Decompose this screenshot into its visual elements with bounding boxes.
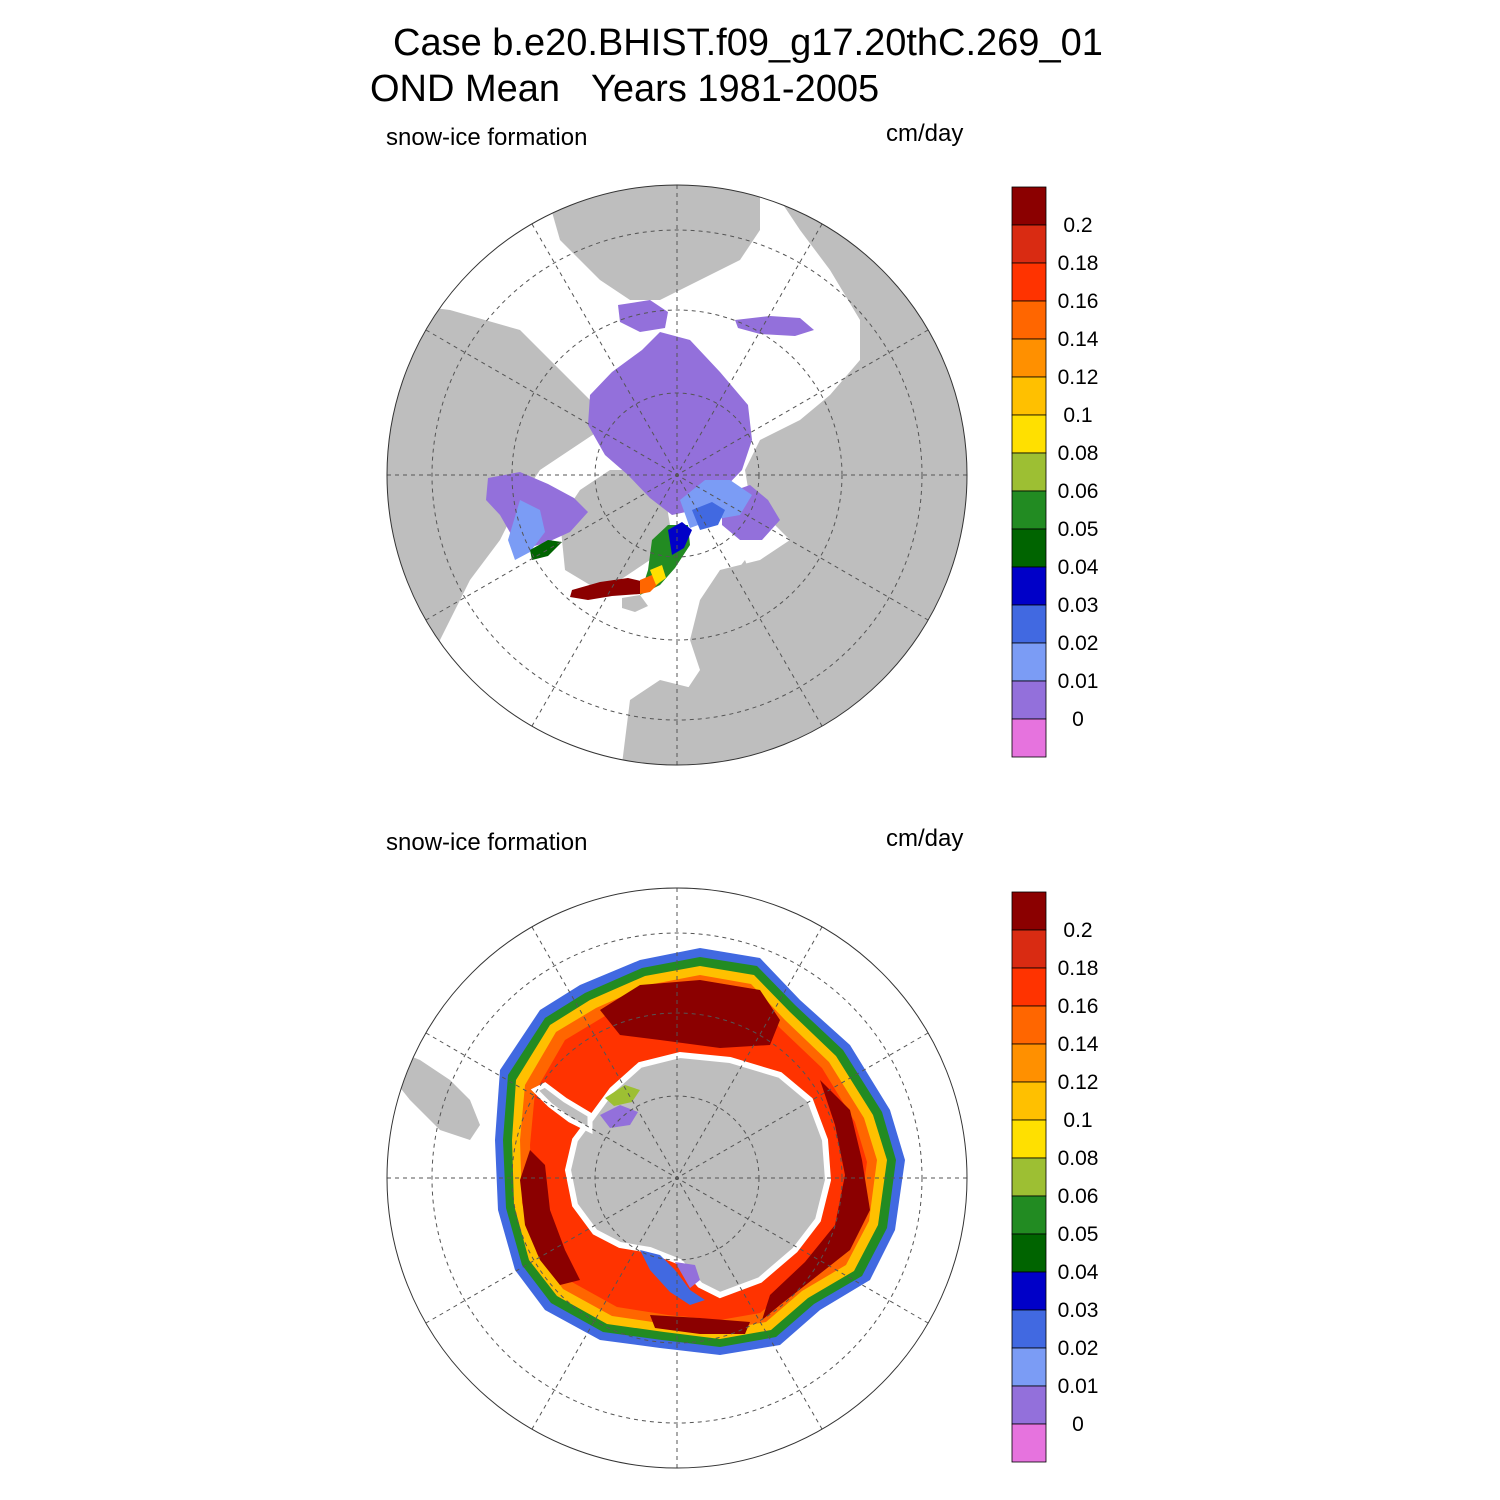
nh-left-label: snow-ice formation (386, 124, 588, 151)
sh-colorbar-tick-label: 0 (1072, 1413, 1084, 1436)
sh-field-ross-purple (675, 1262, 700, 1288)
nh-field-labrador-lightblue (508, 500, 545, 560)
sh-colorbar-box (1011, 1157, 1047, 1197)
sh-colorbar-box (1011, 929, 1047, 969)
nh-land-iceland (622, 595, 648, 612)
nh-graticule (387, 185, 967, 765)
nh-colorbar-box (1011, 642, 1047, 682)
nh-map (386, 184, 968, 766)
sh-colorbar-box (1011, 1385, 1047, 1425)
sh-colorbar-tick-label: 0.05 (1058, 1223, 1099, 1246)
sh-colorbar-box (1011, 1081, 1047, 1121)
sh-colorbar-tick-label: 0.2 (1063, 919, 1092, 942)
nh-colorbar-box (1011, 604, 1047, 644)
sh-land-south-america (390, 1050, 480, 1140)
nh-colorbar-tick-label: 0.2 (1063, 214, 1092, 237)
sh-graticule (387, 888, 967, 1468)
sh-colorbar-box (1011, 891, 1047, 931)
sh-left-label: snow-ice formation (386, 829, 588, 856)
nh-land-europe (620, 680, 780, 765)
sh-colorbar-box (1011, 1233, 1047, 1273)
sh-colorbar-tick-label: 0.12 (1058, 1071, 1099, 1094)
nh-field-strip-yellow (650, 565, 666, 585)
nh-colorbar-tick-label: 0.16 (1058, 290, 1099, 313)
nh-colorbar-box (1011, 566, 1047, 606)
sh-colorbar-box (1011, 1423, 1047, 1463)
sh-colorbar-tick-label: 0.08 (1058, 1147, 1099, 1170)
nh-colorbar-tick-label: 0.02 (1058, 632, 1099, 655)
sh-colorbar-tick-label: 0.14 (1058, 1033, 1099, 1056)
nh-boundary (386, 184, 968, 766)
nh-field-greenland-sea-blue (668, 522, 692, 555)
sh-boundary (386, 887, 968, 1469)
nh-colorbar-tick-label: 0.05 (1058, 518, 1099, 541)
nh-colorbar-box (1011, 680, 1047, 720)
sh-colorbar-box (1011, 967, 1047, 1007)
sh-colorbar-box (1011, 1119, 1047, 1159)
sh-colorbar-box (1011, 1005, 1047, 1045)
sh-core-east (762, 1080, 870, 1320)
nh-colorbar-box (1011, 300, 1047, 340)
nh-colorbar-box (1011, 528, 1047, 568)
nh-land-greenland (560, 470, 670, 585)
sh-colorbar-tick-label: 0.03 (1058, 1299, 1099, 1322)
nh-field-okhotsk (735, 316, 814, 336)
sh-map (386, 887, 968, 1469)
nh-colorbar-tick-label: 0 (1072, 708, 1084, 731)
sh-units-label: cm/day (886, 825, 964, 852)
nh-colorbar-tick-label: 0.01 (1058, 670, 1099, 693)
sh-colorbar-tick-label: 0.18 (1058, 957, 1099, 980)
sh-core-west (520, 1150, 580, 1285)
sh-colorbar-box (1011, 1271, 1047, 1311)
sh-colorbar-tick-label: 0.01 (1058, 1375, 1099, 1398)
nh-colorbar-tick-label: 0.06 (1058, 480, 1099, 503)
nh-colorbar-box (1011, 376, 1047, 416)
nh-colorbar-tick-label: 0.08 (1058, 442, 1099, 465)
sh-colorbar-box (1011, 1043, 1047, 1083)
nh-colorbar-tick-label: 0.04 (1058, 556, 1099, 579)
nh-land-scandinavia (712, 560, 760, 680)
nh-field-bering (618, 300, 668, 332)
sh-colorbar-tick-label: 0.16 (1058, 995, 1099, 1018)
nh-colorbar-tick-label: 0.1 (1063, 404, 1092, 427)
nh-colorbar-tick-label: 0.18 (1058, 252, 1099, 275)
nh-colorbar-tick-label: 0.03 (1058, 594, 1099, 617)
sh-colorbar-tick-label: 0.04 (1058, 1261, 1099, 1284)
nh-colorbar-box (1011, 452, 1047, 492)
figure-title-line-2: OND Mean Years 1981-2005 (370, 68, 880, 110)
sh-colorbar: 0.2 0.18 0.16 0.14 0.12 0.1 0.08 0.06 0.05 0.04 0.… (1011, 891, 1099, 1463)
nh-colorbar-box (1011, 490, 1047, 530)
nh-colorbar-box (1011, 262, 1047, 302)
sh-core-south (650, 1315, 750, 1334)
nh-land-eurasia (680, 185, 967, 765)
nh-field-central-arctic (588, 332, 752, 515)
sh-field-weddell-green (605, 1085, 640, 1106)
nh-colorbar-box (1011, 414, 1047, 454)
nh-colorbar-box (1011, 224, 1047, 264)
nh-colorbar-box (1011, 338, 1047, 378)
nh-colorbar: 0.2 0.18 0.16 0.14 0.12 0.1 0.08 0.06 0.05 0.04 0.… (1011, 186, 1099, 758)
figure-title-line-1: Case b.e20.BHIST.f09_g17.20thC.269_01 (393, 22, 1103, 64)
nh-land-bering (540, 185, 760, 300)
sh-land-peninsula (530, 1082, 593, 1135)
sh-core-weddell-north (600, 980, 780, 1048)
nh-colorbar-box (1011, 186, 1047, 226)
nh-colorbar-tick-label: 0.12 (1058, 366, 1099, 389)
sh-colorbar-tick-label: 0.02 (1058, 1337, 1099, 1360)
sh-colorbar-box (1011, 1195, 1047, 1235)
nh-field-barents-blue (692, 502, 725, 530)
sh-colorbar-tick-label: 0.06 (1058, 1185, 1099, 1208)
sh-field-ross-blue (640, 1250, 705, 1305)
nh-land-north-america (387, 300, 600, 700)
nh-units-label: cm/day (886, 120, 964, 147)
nh-field-high-strip (570, 578, 645, 600)
sh-colorbar-tick-label: 0.1 (1063, 1109, 1092, 1132)
nh-colorbar-tick-label: 0.14 (1058, 328, 1099, 351)
sh-field-weddell-shelf (600, 1105, 638, 1128)
sh-colorbar-box (1011, 1347, 1047, 1387)
sh-colorbar-box (1011, 1309, 1047, 1349)
nh-colorbar-box (1011, 718, 1047, 758)
